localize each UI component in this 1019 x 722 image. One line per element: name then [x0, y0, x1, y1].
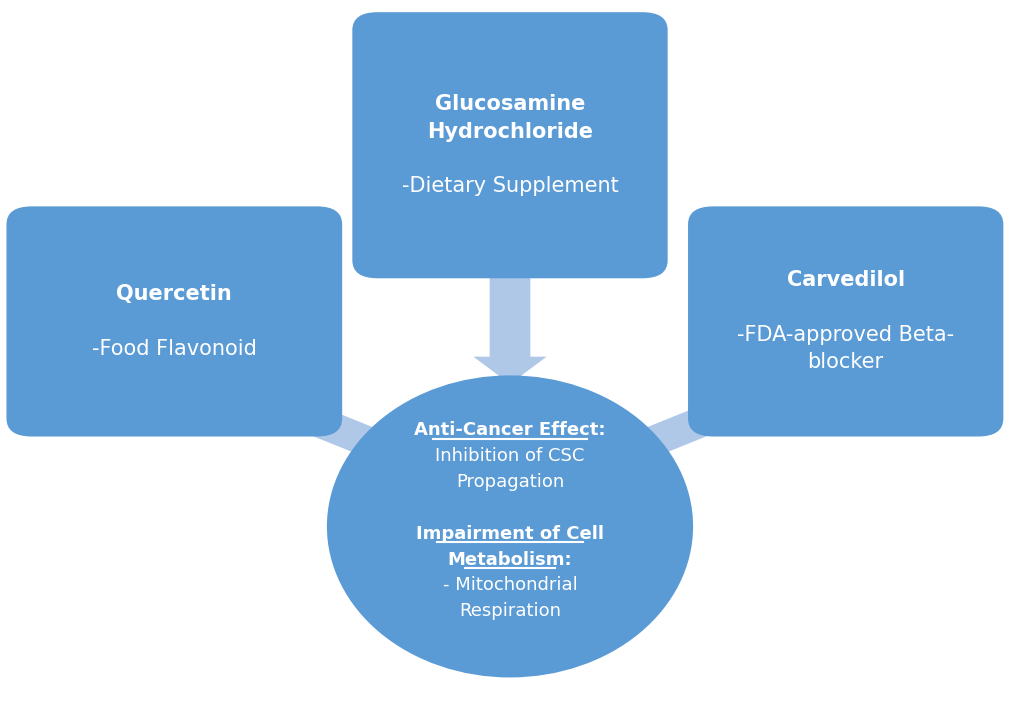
Text: Impairment of Cell: Impairment of Cell: [416, 525, 603, 543]
Text: Quercetin: Quercetin: [116, 284, 232, 304]
Ellipse shape: [326, 375, 693, 677]
FancyBboxPatch shape: [352, 12, 667, 278]
Text: Carvedilol: Carvedilol: [786, 271, 904, 290]
Text: - Mitochondrial: - Mitochondrial: [442, 576, 577, 594]
Text: Glucosamine: Glucosamine: [434, 95, 585, 114]
FancyBboxPatch shape: [6, 206, 341, 437]
Text: Inhibition of CSC: Inhibition of CSC: [435, 447, 584, 465]
FancyBboxPatch shape: [688, 206, 1003, 437]
Text: Respiration: Respiration: [459, 602, 560, 620]
Text: Propagation: Propagation: [455, 473, 564, 491]
Text: -Dietary Supplement: -Dietary Supplement: [401, 176, 618, 196]
Polygon shape: [291, 402, 403, 465]
Text: blocker: blocker: [807, 352, 882, 373]
Polygon shape: [616, 402, 728, 465]
Text: -FDA-approved Beta-: -FDA-approved Beta-: [737, 325, 954, 345]
Text: Hydrochloride: Hydrochloride: [427, 121, 592, 142]
Text: -Food Flavonoid: -Food Flavonoid: [92, 339, 257, 359]
Text: Anti-Cancer Effect:: Anti-Cancer Effect:: [414, 421, 605, 439]
Polygon shape: [473, 264, 546, 384]
Text: Metabolism:: Metabolism:: [447, 550, 572, 568]
